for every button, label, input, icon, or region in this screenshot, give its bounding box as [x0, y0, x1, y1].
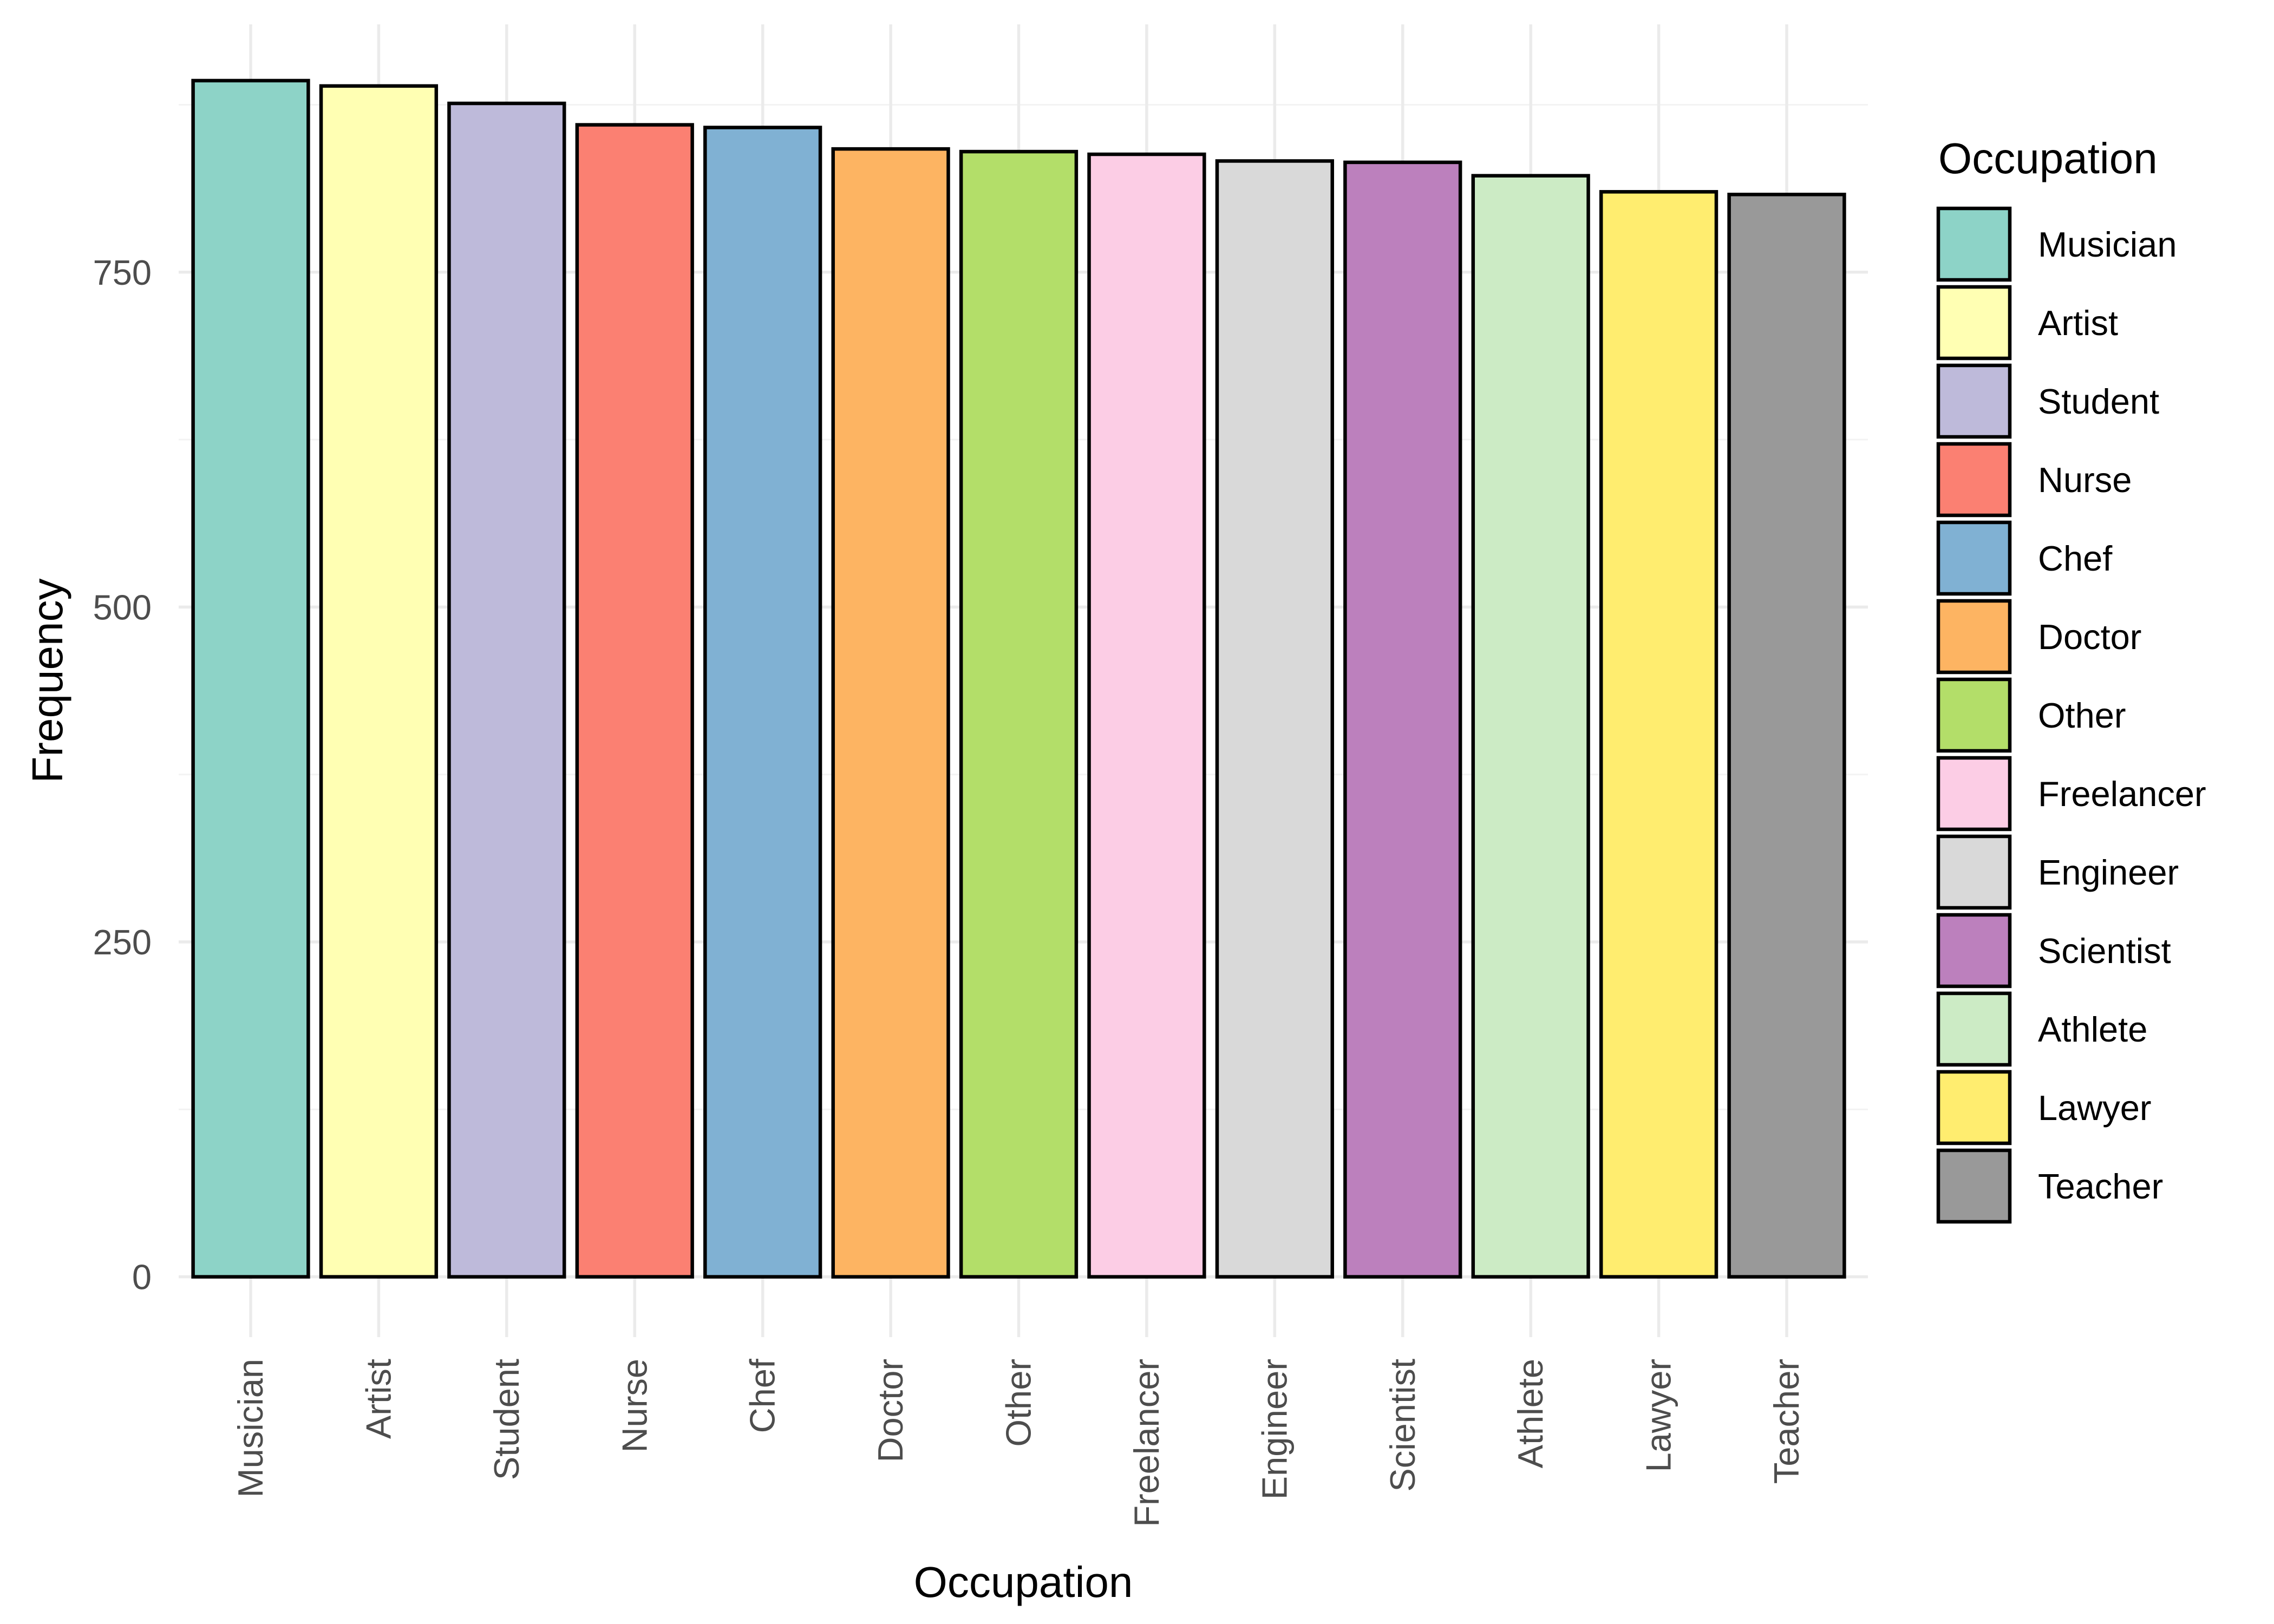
legend-label-scientist: Scientist — [2038, 931, 2171, 971]
x-tick-label: Musician — [231, 1359, 270, 1497]
legend-label-chef: Chef — [2038, 539, 2113, 578]
bar-other — [959, 149, 1079, 1279]
legend-label-doctor: Doctor — [2038, 617, 2141, 657]
legend-label-artist: Artist — [2038, 303, 2118, 343]
bar-athlete — [1471, 174, 1590, 1279]
legend-key-chef — [1936, 520, 2012, 596]
bar-chef — [703, 126, 822, 1279]
x-axis-ticks: Musician Artist Student Nurse Chef Doctor Othe… — [231, 1358, 1806, 1527]
bar-engineer — [1215, 159, 1334, 1279]
x-tick-label: Lawyer — [1639, 1359, 1678, 1472]
x-tick-label: Teacher — [1767, 1359, 1806, 1484]
bar-doctor — [831, 147, 950, 1279]
x-tick-label: Scientist — [1383, 1359, 1422, 1492]
y-axis-title: Frequency — [23, 579, 71, 783]
bar-student — [447, 101, 566, 1279]
legend-key-athlete — [1936, 991, 2012, 1067]
legend-key-doctor — [1936, 599, 2012, 675]
legend-key-student — [1936, 363, 2012, 439]
x-tick-label: Freelancer — [1127, 1359, 1166, 1527]
legend-key-teacher — [1936, 1148, 2012, 1224]
legend-items: Musician Artist Student Nurse Chef Doctor Othe… — [1936, 206, 2206, 1224]
legend-label-engineer: Engineer — [2038, 853, 2179, 892]
legend-label-lawyer: Lawyer — [2038, 1088, 2152, 1128]
bar-teacher — [1727, 193, 1846, 1279]
legend-key-artist — [1936, 285, 2012, 361]
y-axis-ticks: 0 250 500 750 — [93, 253, 152, 1297]
x-tick-label: Student — [487, 1359, 526, 1480]
legend-label-musician: Musician — [2038, 225, 2177, 264]
x-tick-label: Nurse — [615, 1359, 654, 1452]
bar-scientist — [1343, 160, 1462, 1279]
x-axis-title: Occupation — [914, 1558, 1133, 1606]
legend: Occupation Musician Artist Student Nurse Che… — [1936, 134, 2206, 1224]
legend-key-freelancer — [1936, 756, 2012, 831]
bar-artist — [319, 84, 439, 1279]
y-tick-label: 0 — [132, 1258, 152, 1297]
x-tick-label: Other — [999, 1359, 1038, 1447]
bar-musician — [191, 78, 310, 1279]
x-tick-label: Chef — [743, 1358, 782, 1433]
legend-label-other: Other — [2038, 696, 2126, 735]
bar-nurse — [575, 123, 694, 1279]
x-tick-label: Athlete — [1511, 1359, 1550, 1468]
legend-title: Occupation — [1938, 134, 2158, 182]
legend-key-scientist — [1936, 913, 2012, 988]
x-tick-label: Doctor — [871, 1359, 910, 1462]
legend-label-freelancer: Freelancer — [2038, 774, 2206, 814]
legend-key-nurse — [1936, 442, 2012, 518]
x-tick-label: Artist — [358, 1359, 398, 1439]
legend-key-lawyer — [1936, 1070, 2012, 1145]
y-tick-label: 500 — [93, 587, 152, 627]
legend-key-engineer — [1936, 834, 2012, 910]
legend-label-nurse: Nurse — [2038, 460, 2132, 500]
bar-freelancer — [1087, 152, 1206, 1279]
bar-lawyer — [1599, 190, 1718, 1279]
legend-key-musician — [1936, 206, 2012, 282]
x-tick-label: Engineer — [1254, 1359, 1294, 1499]
legend-label-student: Student — [2038, 382, 2159, 421]
legend-label-teacher: Teacher — [2038, 1167, 2163, 1206]
y-tick-label: 250 — [93, 922, 152, 962]
legend-label-athlete: Athlete — [2038, 1010, 2147, 1049]
legend-key-other — [1936, 677, 2012, 753]
y-tick-label: 750 — [93, 253, 152, 292]
bars — [191, 78, 1846, 1279]
